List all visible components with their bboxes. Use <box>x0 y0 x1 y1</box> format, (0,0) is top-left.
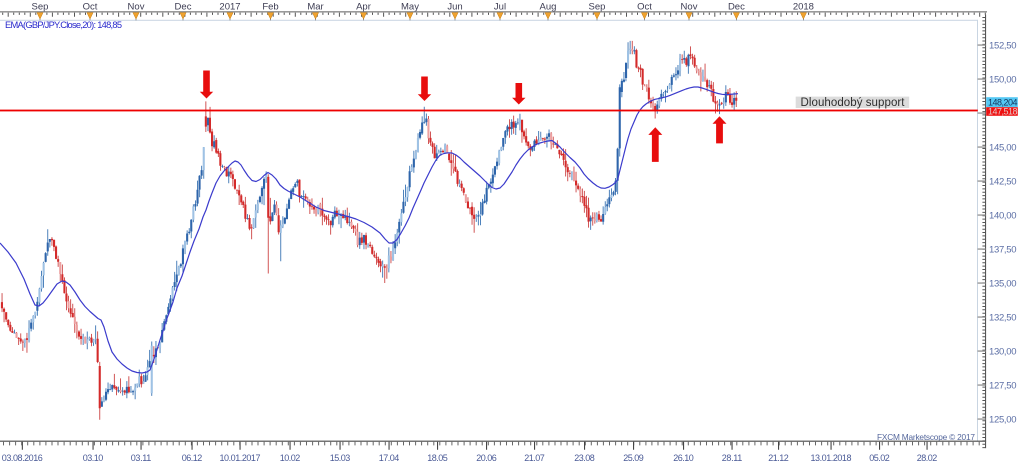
svg-text:142,50: 142,50 <box>989 177 1017 188</box>
svg-text:28.02: 28.02 <box>917 453 938 463</box>
svg-text:Sep: Sep <box>589 2 606 13</box>
svg-text:Oct: Oct <box>83 2 98 13</box>
svg-text:125,00: 125,00 <box>989 415 1017 426</box>
svg-text:May: May <box>401 2 419 13</box>
svg-text:2017: 2017 <box>219 2 240 13</box>
svg-text:26.10: 26.10 <box>673 453 694 463</box>
svg-text:127,50: 127,50 <box>989 381 1017 392</box>
svg-text:EMA(GBP/JPY.Close,20): 148,85: EMA(GBP/JPY.Close,20): 148,85 <box>5 20 122 30</box>
svg-text:05.02: 05.02 <box>869 453 890 463</box>
svg-text:Dec: Dec <box>175 2 192 13</box>
svg-text:21.12: 21.12 <box>768 453 789 463</box>
svg-text:28.11: 28.11 <box>722 453 743 463</box>
svg-text:Nov: Nov <box>128 2 145 13</box>
svg-text:148,204: 148,204 <box>988 97 1018 107</box>
svg-text:132,50: 132,50 <box>989 313 1017 324</box>
svg-text:150,00: 150,00 <box>989 75 1017 86</box>
svg-text:03.10: 03.10 <box>83 453 104 463</box>
svg-text:10.01.2017: 10.01.2017 <box>220 453 261 463</box>
svg-text:2018: 2018 <box>793 2 814 13</box>
svg-text:FXCM Marketscope © 2017: FXCM Marketscope © 2017 <box>877 432 975 442</box>
svg-text:Sep: Sep <box>32 2 49 13</box>
svg-text:Jun: Jun <box>447 2 462 13</box>
svg-text:152,50: 152,50 <box>989 41 1017 52</box>
svg-text:Mar: Mar <box>307 2 323 13</box>
svg-text:Feb: Feb <box>262 2 278 13</box>
svg-text:15.03: 15.03 <box>330 453 351 463</box>
svg-text:145,00: 145,00 <box>989 143 1017 154</box>
svg-text:21.07: 21.07 <box>524 453 545 463</box>
svg-text:25.09: 25.09 <box>623 453 644 463</box>
svg-text:06.12: 06.12 <box>182 453 203 463</box>
svg-text:Nov: Nov <box>681 2 698 13</box>
svg-text:147,518: 147,518 <box>988 107 1018 117</box>
svg-text:130,00: 130,00 <box>989 347 1017 358</box>
svg-text:Apr: Apr <box>356 2 371 13</box>
svg-text:13.01.2018: 13.01.2018 <box>811 453 852 463</box>
svg-text:135,00: 135,00 <box>989 279 1017 290</box>
svg-text:18.05: 18.05 <box>427 453 448 463</box>
svg-text:20.06: 20.06 <box>476 453 497 463</box>
svg-text:10.02: 10.02 <box>280 453 301 463</box>
svg-text:Jul: Jul <box>494 2 506 13</box>
svg-text:17.04: 17.04 <box>379 453 400 463</box>
svg-text:Dec: Dec <box>728 2 745 13</box>
svg-text:140,00: 140,00 <box>989 211 1017 222</box>
svg-text:Oct: Oct <box>637 2 652 13</box>
svg-text:03.08.2016: 03.08.2016 <box>2 453 43 463</box>
svg-text:23.08: 23.08 <box>574 453 595 463</box>
svg-text:03.11: 03.11 <box>131 453 152 463</box>
svg-text:137,50: 137,50 <box>989 245 1017 256</box>
svg-text:Aug: Aug <box>540 2 557 13</box>
svg-text:Dlouhodobý support: Dlouhodobý support <box>801 97 906 109</box>
